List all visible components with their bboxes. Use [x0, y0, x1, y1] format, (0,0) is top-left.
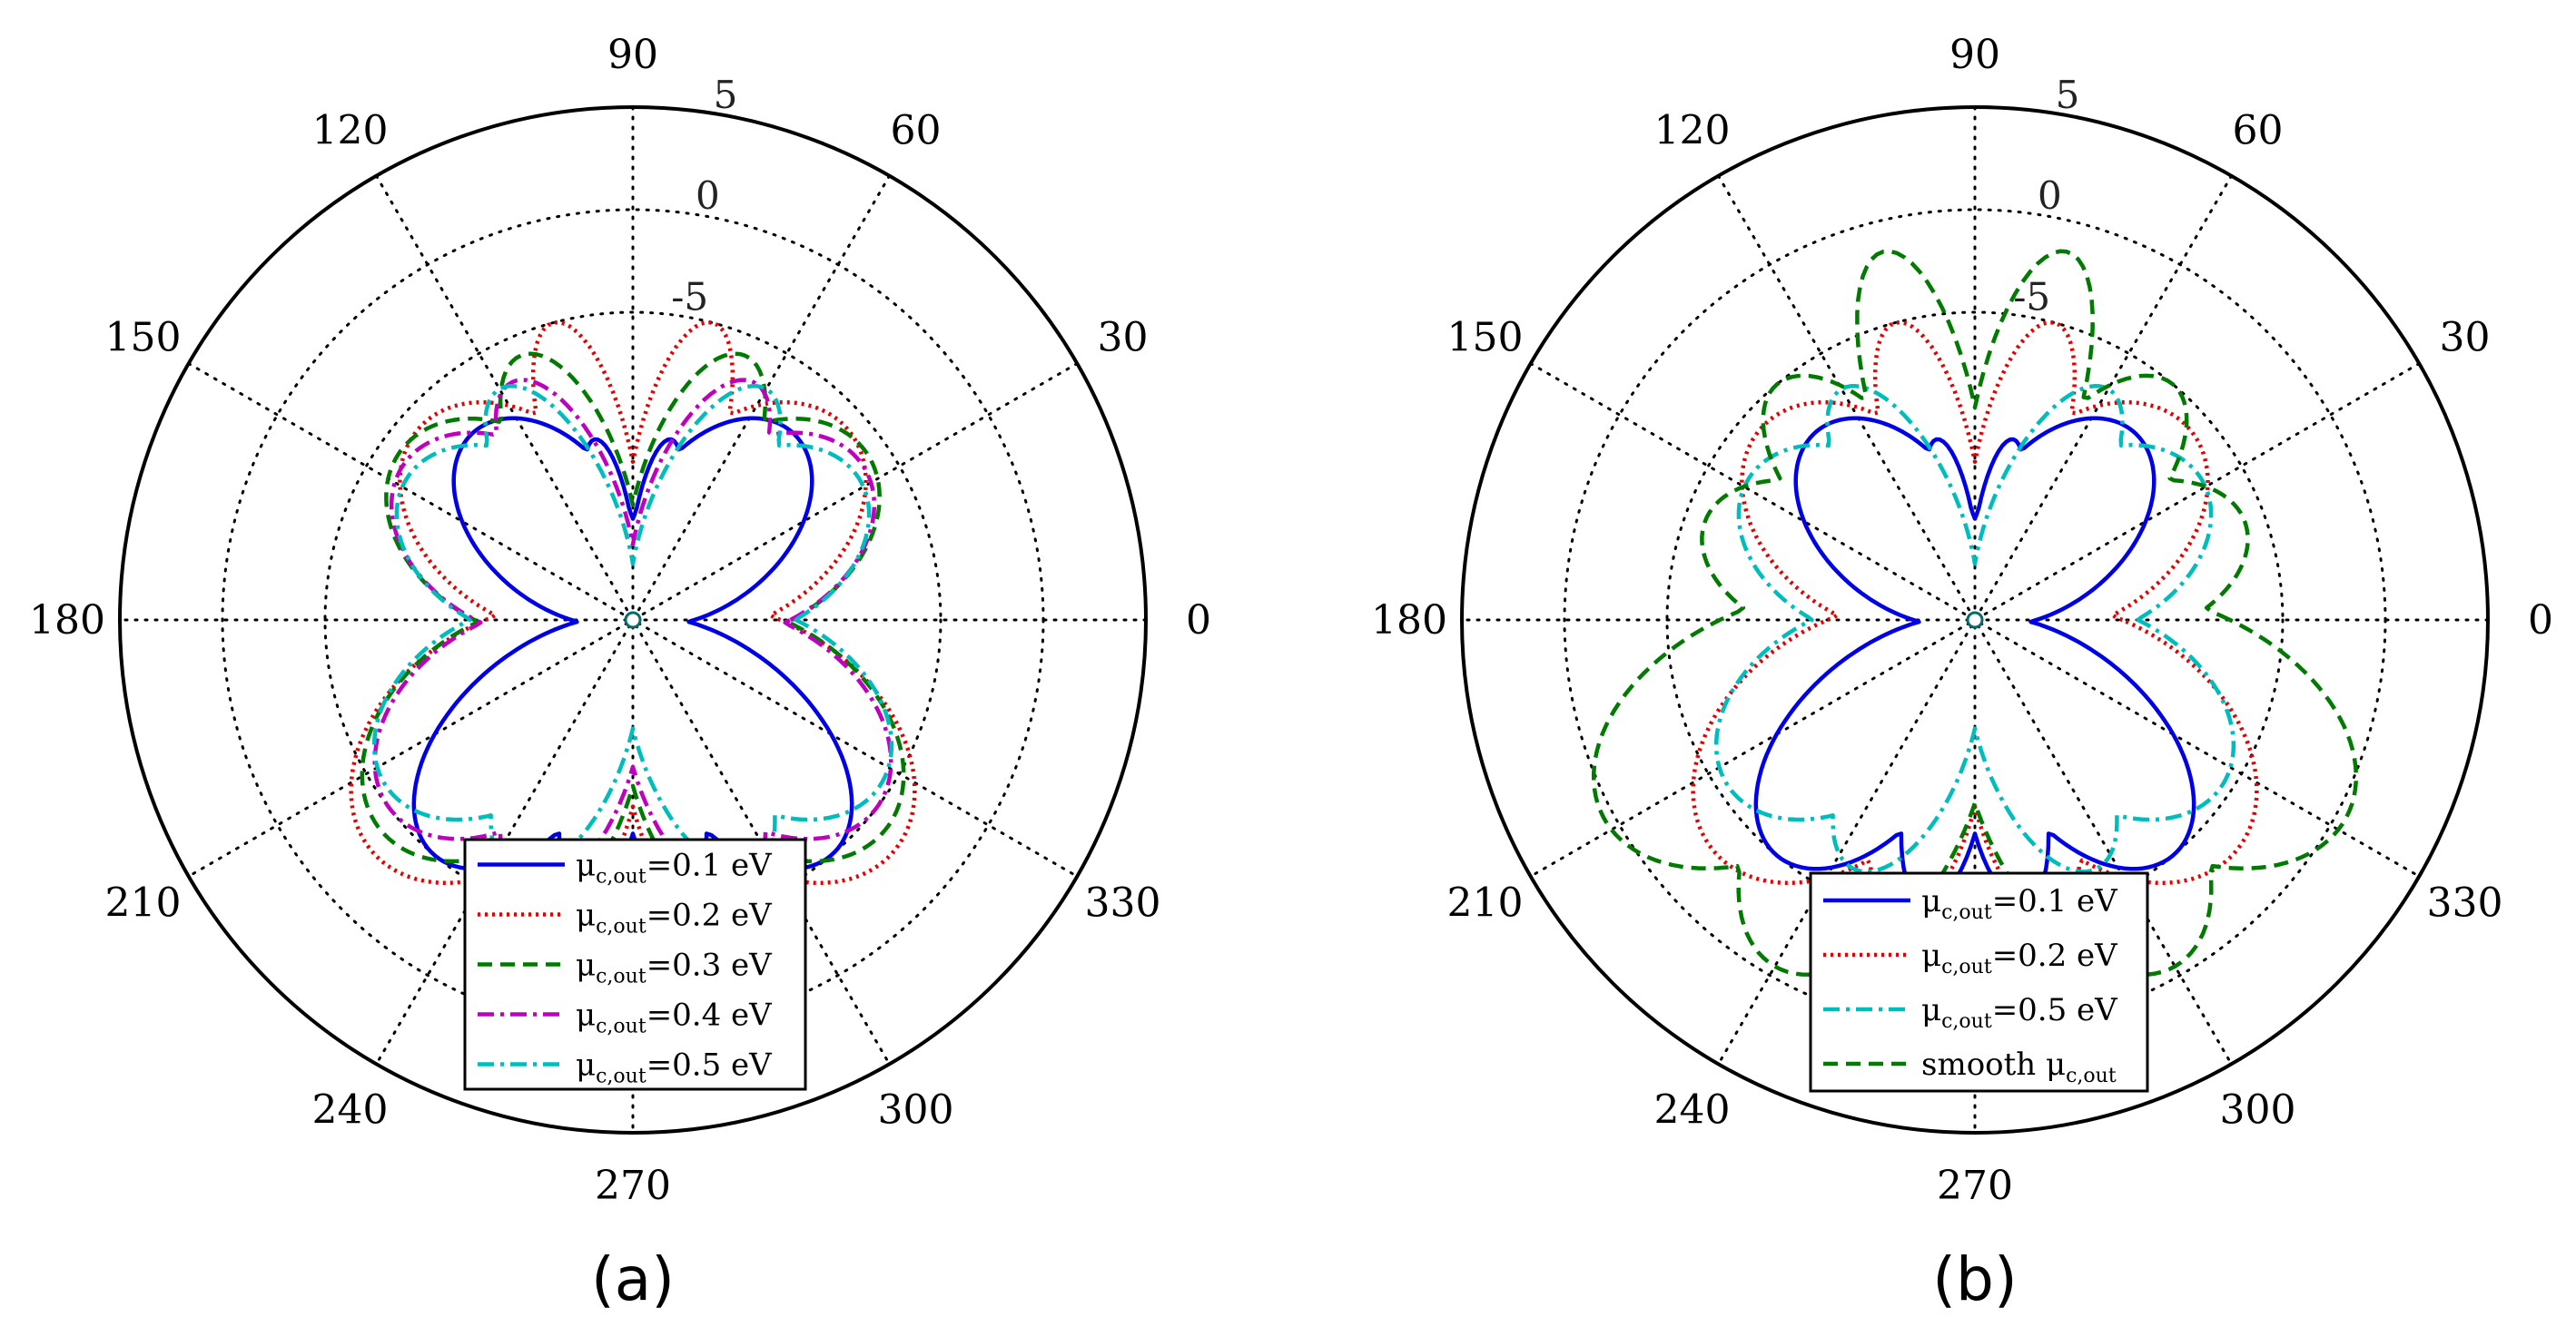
radial-tick-label: 5 [714, 73, 738, 117]
radial-gridline [1665, 310, 2285, 929]
legend-entry: μc,out=0.1 eV [1921, 883, 2118, 924]
angular-tick-label: 270 [595, 1163, 671, 1209]
radial-tick-label: -5 [2013, 274, 2050, 319]
angular-gridline [1717, 174, 2233, 1066]
angular-gridline [375, 174, 891, 1066]
legend-entry: μc,out=0.4 eV [576, 998, 773, 1038]
panel-label: (a) [591, 1244, 675, 1314]
angular-tick-label: 120 [312, 107, 389, 153]
polar-panel-a: 0 30 60 90 120 150 180 210 240 270 300 330 -5 0 5 μc,ou… [29, 32, 1211, 1314]
angular-tick-label: 300 [878, 1087, 954, 1134]
series-line [1713, 384, 2236, 874]
legend-entry: μc,out=0.1 eV [576, 848, 773, 889]
polar-frame [1460, 105, 2490, 1135]
radial-gridline [323, 310, 943, 929]
panel-label: (b) [1932, 1244, 2017, 1314]
series-line [411, 416, 854, 905]
origin-marker [1966, 611, 1984, 629]
angular-tick-label: 90 [1949, 32, 2000, 78]
angular-tick-label: 210 [1446, 880, 1523, 927]
angular-tick-label: 330 [2427, 880, 2503, 927]
angular-tick-label: 300 [2220, 1087, 2296, 1134]
series-line [1753, 416, 2196, 905]
legend-entry: μc,out=0.2 eV [576, 898, 773, 939]
legend-box [1809, 871, 2149, 1093]
angular-tick-label: 0 [2528, 597, 2553, 644]
legend: μc,out=0.1 eV μc,out=0.2 eV μc,out=0.5 eV s… [1809, 871, 2149, 1093]
angular-gridline [187, 362, 1079, 878]
angular-tick-label: 60 [2233, 107, 2284, 153]
angular-tick-label: 180 [1371, 597, 1447, 644]
angular-tick-label: 330 [1085, 880, 1161, 927]
angular-tick-label: 90 [607, 32, 658, 78]
series-line [1591, 249, 2359, 978]
angular-tick-label: 30 [2440, 315, 2491, 361]
angular-gridline [1529, 362, 2421, 878]
angular-tick-label: 150 [1446, 315, 1523, 361]
radial-tick-label: 0 [2038, 173, 2062, 218]
legend-entry: μc,out=0.5 eV [1921, 992, 2118, 1033]
legend-entry: μc,out=0.2 eV [1921, 938, 2118, 978]
angular-tick-label: 240 [312, 1087, 389, 1134]
radial-tick-label: -5 [671, 274, 708, 319]
angular-gridline [187, 362, 1079, 878]
polar-panel-b: 0 30 60 90 120 150 180 210 240 270 300 330 -5 0 5 μc,ou… [1371, 32, 2553, 1314]
radial-tick-label: 5 [2056, 73, 2080, 117]
angular-tick-label: 270 [1937, 1163, 2013, 1209]
angular-tick-label: 240 [1654, 1087, 1731, 1134]
angular-tick-label: 210 [104, 880, 181, 927]
origin-marker [624, 611, 642, 629]
angular-tick-label: 0 [1186, 597, 1211, 644]
angular-tick-label: 180 [29, 597, 105, 644]
angular-tick-label: 60 [891, 107, 942, 153]
legend: μc,out=0.1 eV μc,out=0.2 eV μc,out=0.3 eV μ… [463, 838, 807, 1091]
polar-frame [118, 105, 1148, 1135]
legend-entry: μc,out=0.5 eV [576, 1047, 773, 1088]
legend-box [463, 838, 807, 1091]
angular-gridline [375, 174, 891, 1066]
angular-tick-label: 150 [104, 315, 181, 361]
legend-entry: smooth μc,out [1921, 1047, 2117, 1087]
legend-entry: μc,out=0.3 eV [576, 948, 773, 988]
angular-gridline [1717, 174, 2233, 1066]
radial-tick-label: 0 [696, 173, 720, 218]
angular-gridline [1529, 362, 2421, 878]
angular-tick-label: 120 [1654, 107, 1731, 153]
angular-tick-label: 30 [1098, 315, 1149, 361]
